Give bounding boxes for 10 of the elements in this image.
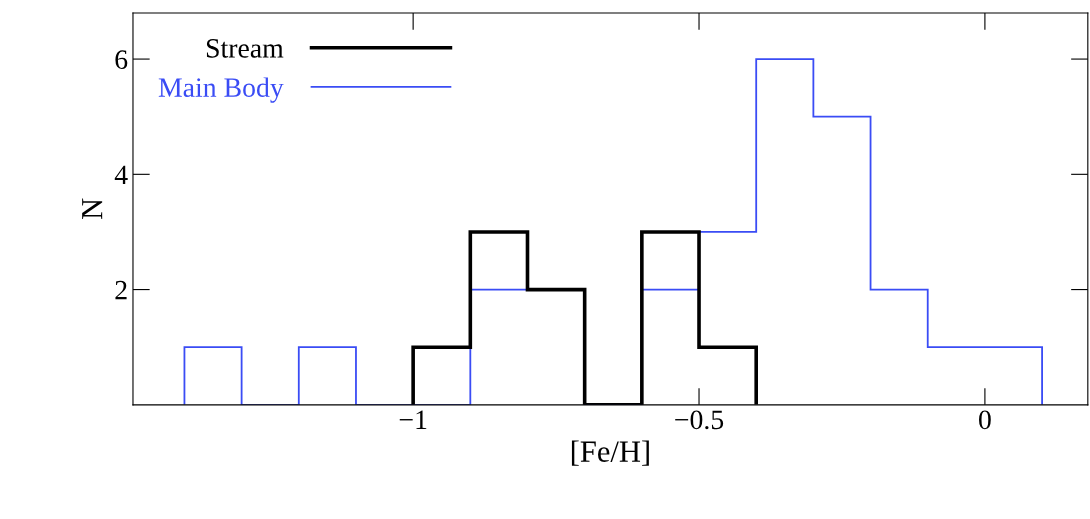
x-tick-label: −1 <box>399 410 427 429</box>
x-tick-label: 0 <box>979 410 991 430</box>
y-tick-label: 2 <box>115 280 127 300</box>
y-axis-title: N <box>82 198 103 220</box>
x-tick-label: −0.5 <box>675 410 724 430</box>
x-axis-title: [Fe/H] <box>571 440 649 466</box>
y-tick-label: 4 <box>114 165 128 184</box>
legend-label: Stream <box>206 39 284 58</box>
y-tick-label: 6 <box>115 50 128 69</box>
legend-label: Main Body <box>158 77 284 103</box>
